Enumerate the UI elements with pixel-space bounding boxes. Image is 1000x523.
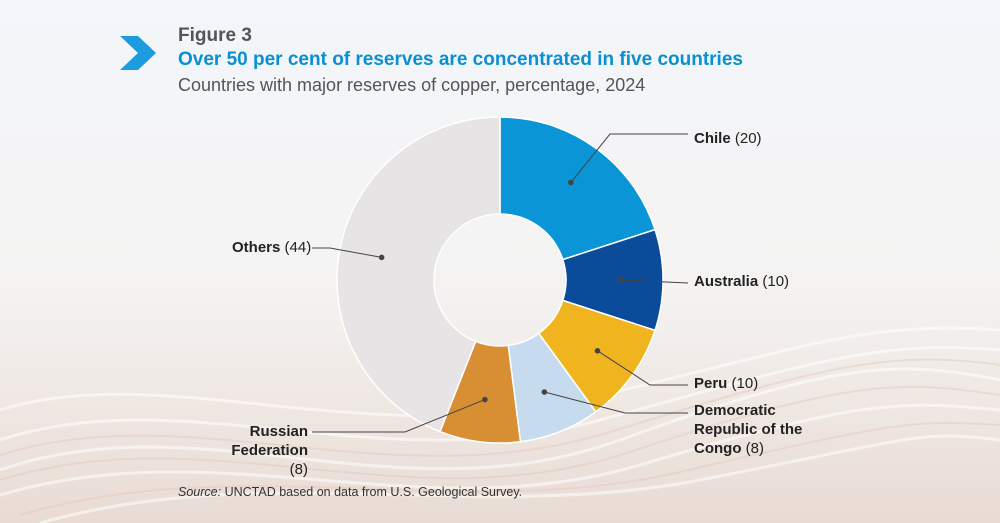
slice-label-peru: Peru (10) — [694, 374, 758, 393]
leader-line — [597, 350, 688, 386]
slice-name: Australia — [694, 273, 759, 290]
leader-dot — [482, 396, 488, 403]
leader-line — [620, 279, 689, 284]
slice-value: (10) — [731, 375, 759, 392]
slice-value: (8) — [289, 461, 308, 478]
leader-line — [570, 133, 688, 183]
slice-value: (8) — [745, 440, 764, 457]
slice-name: Peru — [694, 375, 728, 392]
chart-subtitle: Countries with major reserves of copper,… — [178, 75, 646, 95]
slice-value: (10) — [762, 273, 790, 290]
slice-label-chile: Chile (20) — [694, 129, 762, 148]
leader-dot — [541, 389, 548, 395]
slice-label-russian-federation: Russian Federation (8) — [178, 422, 308, 479]
slice-name: Others — [232, 239, 281, 256]
leader-dot — [378, 254, 385, 261]
leader-line — [312, 247, 382, 258]
source-note: Source: UNCTAD based on data from U.S. G… — [178, 485, 522, 499]
slice-chile — [499, 116, 656, 261]
source-text: UNCTAD based on data from U.S. Geologica… — [221, 485, 523, 499]
slice-name: Russian Federation — [231, 423, 308, 459]
slice-name-line: Congo — [694, 440, 742, 457]
slice-name-line: Republic of the — [694, 421, 803, 438]
leader-dot — [617, 277, 624, 283]
source-prefix: Source: — [178, 485, 222, 499]
slice-label-others: Others (44) — [232, 238, 311, 257]
leader-dot — [594, 348, 601, 354]
leader-line — [544, 391, 688, 414]
slice-name-line: Democratic — [694, 402, 776, 419]
leader-line — [312, 399, 486, 433]
slice-value: (44) — [284, 239, 312, 256]
chevron-icon — [120, 36, 156, 70]
leader-dot — [568, 179, 574, 186]
slice-others — [336, 116, 501, 433]
slice-value: (20) — [734, 130, 762, 147]
figure-label: Figure 3 — [178, 25, 252, 46]
slice-label-drc: Democratic Republic of the Congo (8) — [694, 401, 802, 458]
chart-title: Over 50 per cent of reserves are concent… — [178, 49, 743, 70]
slice-name: Chile — [694, 130, 731, 147]
slice-label-australia: Australia (10) — [694, 272, 789, 291]
